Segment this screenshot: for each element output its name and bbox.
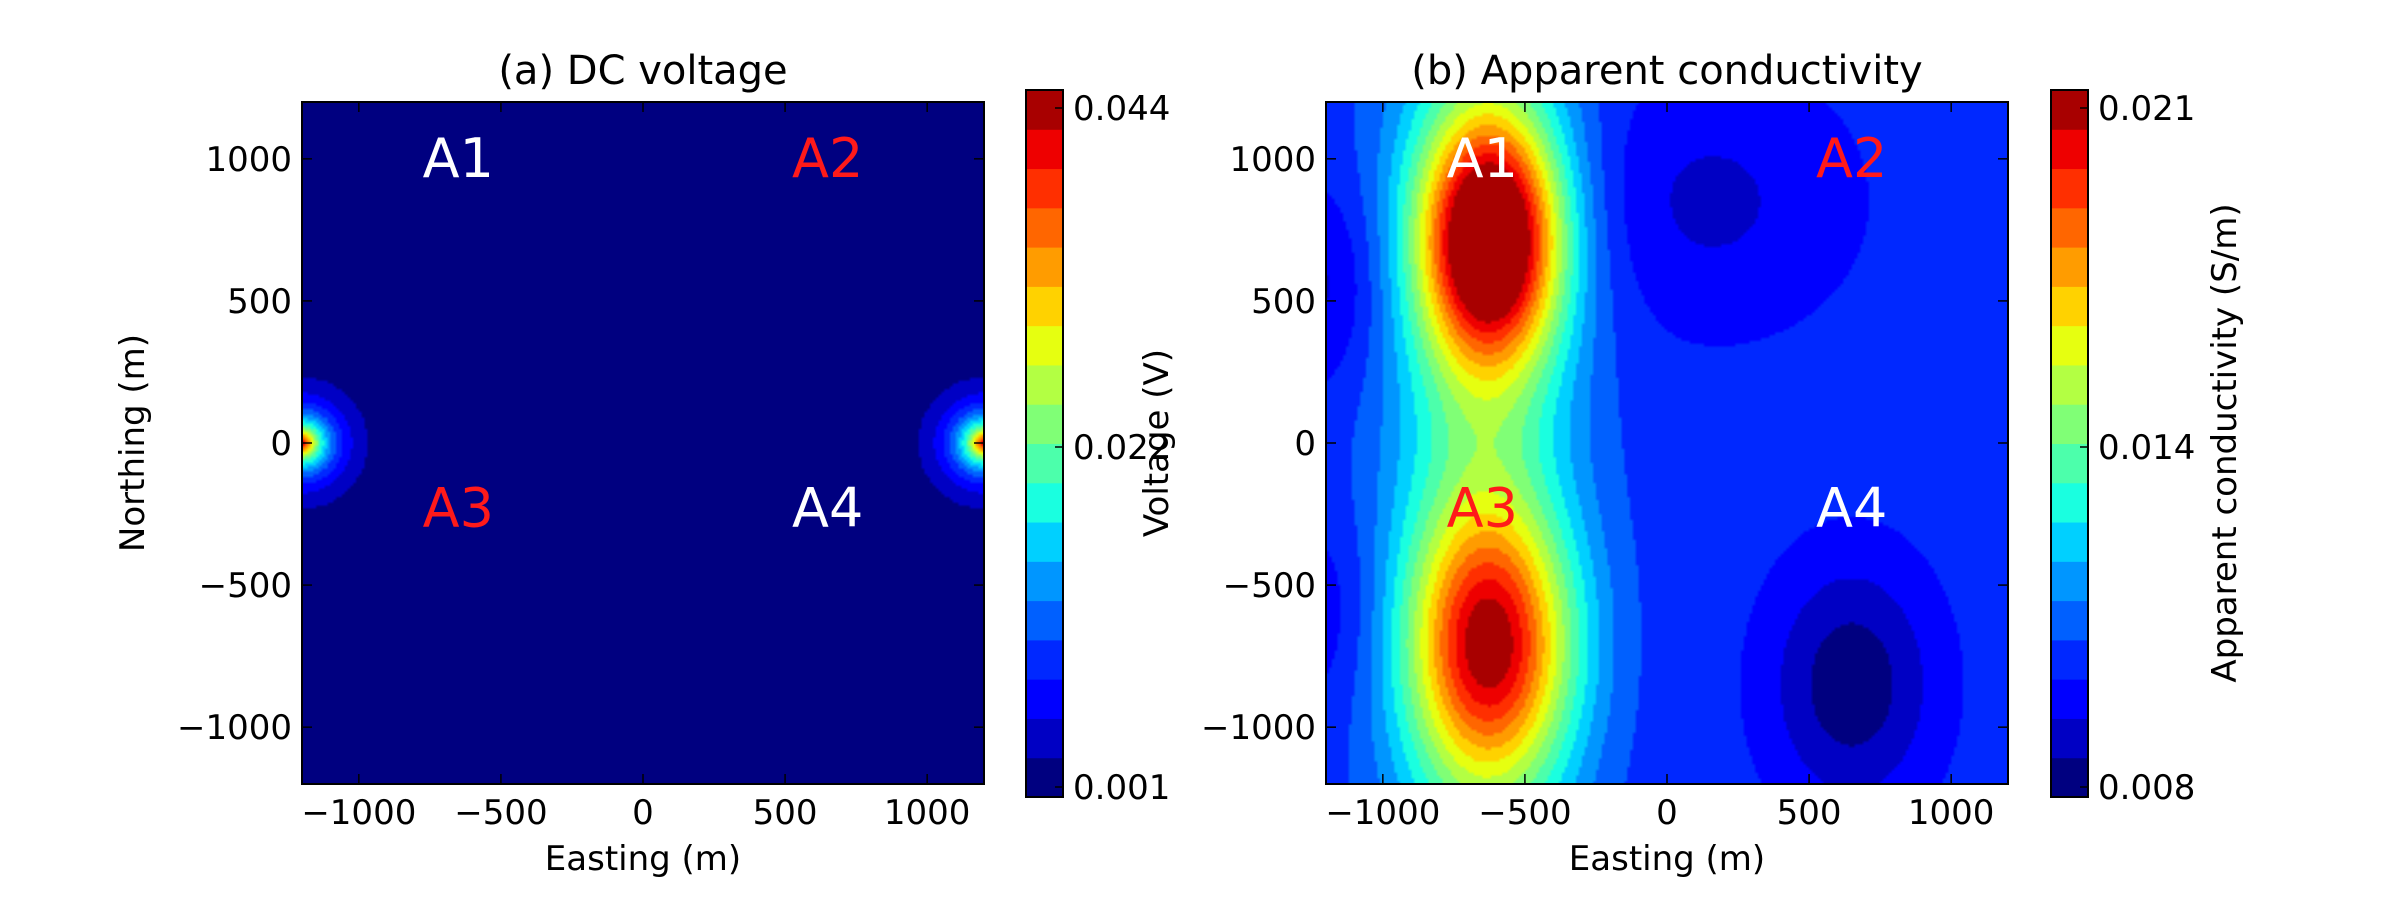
y-axis-label: Voltage (V): [1137, 349, 1177, 537]
colorbar-tick-label: 0.008: [2098, 768, 2195, 808]
colorbar-level: [1026, 168, 1063, 209]
colorbar-level: [1026, 286, 1063, 327]
colorbar-level: [1026, 90, 1063, 130]
y-tick-label: −500: [199, 566, 292, 606]
colorbar: [2050, 89, 2089, 798]
colorbar-level: [1026, 639, 1063, 680]
colorbar-level: [2051, 286, 2088, 327]
colorbar-tick-label: 0.014: [2098, 428, 2195, 468]
colorbar-level: [2051, 168, 2088, 209]
colorbar: [1025, 89, 1064, 798]
region-label-a2: A2: [1816, 127, 1887, 190]
colorbar-level: [2051, 443, 2088, 484]
colorbar-level: [1026, 404, 1063, 444]
colorbar-level: [2051, 718, 2088, 759]
colorbar-label: Apparent conductivity (S/m): [2205, 203, 2245, 682]
y-tick-label: 500: [1251, 282, 1316, 322]
chart-title: (b) Apparent conductivity: [1411, 48, 1922, 94]
region-label-a1: A1: [1447, 127, 1518, 190]
colorbar-level: [1026, 718, 1063, 759]
region-label-a4: A4: [792, 476, 863, 539]
colorbar-level: [2051, 482, 2088, 523]
x-tick-label: −1000: [301, 793, 416, 833]
colorbar-level: [1026, 207, 1063, 248]
colorbar-level: [1026, 443, 1063, 484]
y-tick-label: 1000: [1229, 140, 1316, 180]
y-tick-label: −1000: [177, 708, 292, 748]
region-label-a4: A4: [1816, 476, 1887, 539]
colorbar-tick-label: 0.001: [1073, 768, 1170, 808]
colorbar-level: [2051, 247, 2088, 287]
colorbar-tick-label: 0.044: [1073, 89, 1170, 129]
colorbar-level: [1026, 522, 1063, 562]
contour-field: [302, 102, 984, 784]
panel-b: [1325, 101, 2009, 785]
chart-title: (a) DC voltage: [498, 48, 787, 94]
region-label-a3: A3: [423, 476, 494, 539]
colorbar-level: [2051, 522, 2088, 562]
colorbar-level: [1026, 129, 1063, 170]
region-label-a2: A2: [792, 127, 863, 190]
x-axis-label: Easting (m): [1569, 839, 1765, 879]
y-tick-label: 1000: [205, 140, 292, 180]
colorbar-frame: [2050, 89, 2089, 798]
colorbar-level: [1026, 679, 1063, 719]
x-tick-label: 1000: [1908, 793, 1995, 833]
colorbar-level: [2051, 364, 2088, 405]
colorbar-level: [1026, 482, 1063, 523]
x-tick-label: 500: [753, 793, 818, 833]
x-tick-label: 0: [1656, 793, 1678, 833]
colorbar-level: [1026, 247, 1063, 287]
colorbar-level: [1026, 757, 1063, 798]
colorbar-level: [2051, 757, 2088, 798]
x-tick-label: 1000: [884, 793, 971, 833]
contour-field: [1326, 102, 2008, 784]
colorbar-level: [2051, 561, 2088, 602]
colorbar-level: [2051, 207, 2088, 248]
y-tick-label: 0: [1294, 424, 1316, 464]
colorbar-level: [1026, 325, 1063, 366]
colorbar-level: [1026, 600, 1063, 641]
colorbar-level: [1026, 561, 1063, 602]
colorbar-level: [2051, 404, 2088, 444]
x-tick-label: −1000: [1325, 793, 1440, 833]
region-label-a1: A1: [423, 127, 494, 190]
y-tick-label: −1000: [1201, 708, 1316, 748]
panel-a: [301, 101, 985, 785]
x-axis-label: Easting (m): [545, 839, 741, 879]
colorbar-tick-label: 0.022: [1073, 428, 1170, 468]
colorbar-level: [2051, 129, 2088, 170]
colorbar-level: [2051, 600, 2088, 641]
y-axis-label: Northing (m): [113, 334, 153, 552]
colorbar-level: [2051, 639, 2088, 680]
colorbar-level: [2051, 325, 2088, 366]
x-tick-label: 0: [632, 793, 654, 833]
x-tick-label: 500: [1777, 793, 1842, 833]
colorbar-frame: [1025, 89, 1064, 798]
x-tick-label: −500: [454, 793, 547, 833]
region-label-a3: A3: [1447, 476, 1518, 539]
colorbar-level: [1026, 364, 1063, 405]
y-tick-label: 500: [227, 282, 292, 322]
x-tick-label: −500: [1478, 793, 1571, 833]
colorbar-level: [2051, 679, 2088, 719]
colorbar-tick-label: 0.021: [2098, 89, 2195, 129]
y-tick-label: −500: [1223, 566, 1316, 606]
colorbar-level: [2051, 90, 2088, 130]
y-tick-label: 0: [270, 424, 292, 464]
